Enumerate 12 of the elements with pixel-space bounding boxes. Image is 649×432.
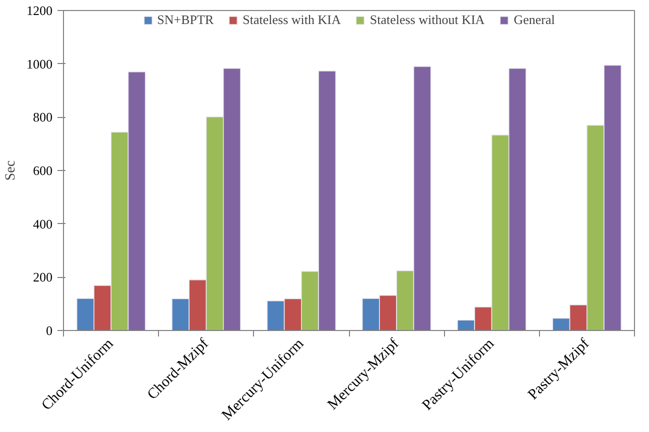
legend-label: SN+BPTR: [157, 12, 214, 28]
y-tick-label: 1000: [26, 56, 52, 72]
y-tick-label: 200: [33, 270, 52, 285]
y-tick-label: 800: [33, 110, 52, 125]
legend-label: General: [514, 12, 555, 28]
y-tick-label: 600: [33, 163, 52, 178]
legend-label: Stateless with KIA: [242, 12, 341, 28]
y-tick-label: 1200: [26, 3, 52, 18]
y-tick-label: 400: [33, 216, 52, 232]
y-axis-title: Sec: [4, 160, 18, 181]
y-tick-label: 0: [46, 323, 52, 338]
legend-label: Stateless without KIA: [370, 12, 485, 28]
